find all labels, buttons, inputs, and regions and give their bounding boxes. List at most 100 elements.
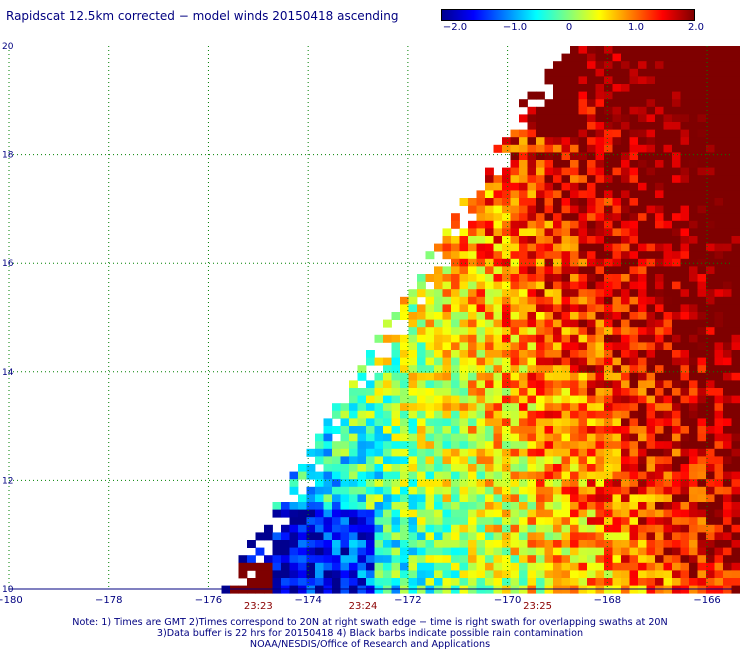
swath-cell xyxy=(468,479,477,488)
swath-cell xyxy=(680,357,690,366)
swath-cell xyxy=(638,122,647,130)
swath-cell xyxy=(383,426,392,434)
swath-cell xyxy=(476,289,486,298)
swath-cell xyxy=(587,319,596,328)
swath-cell xyxy=(723,213,732,222)
swath-cell xyxy=(485,304,494,313)
swath-cell xyxy=(672,99,681,108)
swath-cell xyxy=(425,426,435,434)
swath-cell xyxy=(527,456,537,465)
swath-cell xyxy=(689,441,698,450)
swath-cell xyxy=(587,426,596,434)
swath-cell xyxy=(612,456,622,465)
swath-cell xyxy=(595,578,605,586)
swath-cell xyxy=(612,532,622,541)
swath-cell xyxy=(451,433,460,442)
swath-cell xyxy=(527,175,537,184)
swath-cell xyxy=(638,129,647,138)
swath-cell xyxy=(714,160,724,168)
swath-cell xyxy=(510,380,520,389)
swath-cell xyxy=(646,91,656,100)
swath-cell xyxy=(587,281,596,290)
swath-cell xyxy=(527,570,537,579)
swath-cell xyxy=(544,441,554,450)
swath-cell xyxy=(289,555,299,564)
swath-cell xyxy=(731,494,740,503)
swath-cell xyxy=(663,167,673,176)
swath-cell xyxy=(264,532,273,541)
swath-cell xyxy=(612,585,622,594)
swath-cell xyxy=(519,380,528,389)
swath-cell xyxy=(638,509,647,518)
swath-cell xyxy=(697,319,707,328)
swath-cell xyxy=(570,251,579,260)
swath-cell xyxy=(527,160,537,168)
swath-cell xyxy=(680,68,690,77)
swath-cell xyxy=(629,517,639,526)
swath-cell xyxy=(502,144,511,153)
swath-cell xyxy=(697,426,707,434)
swath-cell xyxy=(723,228,732,237)
swath-cell xyxy=(519,441,528,450)
swath-cell xyxy=(468,312,477,320)
swath-cell xyxy=(731,84,740,92)
swath-cell xyxy=(510,319,520,328)
swath-cell xyxy=(706,114,715,123)
swath-cell xyxy=(663,190,673,199)
swath-cell xyxy=(408,395,418,404)
swath-cell xyxy=(655,464,664,472)
swath-cell xyxy=(612,509,622,518)
swath-cell xyxy=(391,547,401,556)
swath-cell xyxy=(731,372,740,381)
swath-cell xyxy=(315,486,324,495)
swath-cell xyxy=(476,243,486,252)
swath-cell xyxy=(629,464,639,472)
swath-cell xyxy=(561,319,571,328)
swath-cell xyxy=(621,403,630,412)
swath-cell xyxy=(723,129,732,138)
swath-cell xyxy=(357,585,367,594)
swath-cell xyxy=(417,509,426,518)
swath-cell xyxy=(425,471,435,480)
swath-cell xyxy=(544,228,554,237)
swath-cell xyxy=(442,585,452,594)
swath-cell xyxy=(485,190,494,199)
swath-cell xyxy=(689,182,698,191)
swath-cell xyxy=(502,471,511,480)
swath-cell xyxy=(604,289,613,298)
swath-cell xyxy=(519,274,528,282)
swath-cell xyxy=(510,190,520,199)
swath-cell xyxy=(629,441,639,450)
swath-cell xyxy=(553,524,562,533)
swath-cell xyxy=(510,570,520,579)
swath-cell xyxy=(723,289,732,298)
swath-cell xyxy=(570,106,579,115)
swath-cell xyxy=(315,578,324,586)
swath-cell xyxy=(646,334,656,343)
swath-cell xyxy=(655,418,664,427)
swath-cell xyxy=(638,266,647,275)
swath-cell xyxy=(417,532,426,541)
swath-cell xyxy=(442,464,452,472)
swath-cell xyxy=(408,532,418,541)
swath-cell xyxy=(434,479,443,488)
swath-cell xyxy=(323,517,333,526)
swath-cell xyxy=(519,448,528,457)
swath-cell xyxy=(697,517,707,526)
swath-cell xyxy=(723,84,732,92)
swath-cell xyxy=(289,532,299,541)
swath-cell xyxy=(689,46,698,54)
swath-cell xyxy=(689,327,698,336)
swath-cell xyxy=(459,258,469,267)
swath-cell xyxy=(485,327,494,336)
swath-cell xyxy=(621,327,630,336)
latitude-tick-label: 14 xyxy=(2,368,14,378)
swath-cell xyxy=(476,456,486,465)
swath-cell xyxy=(485,213,494,222)
swath-cell xyxy=(264,555,273,564)
swath-cell xyxy=(706,160,715,168)
swath-cell xyxy=(451,426,460,434)
swath-cell xyxy=(663,53,673,62)
swath-cell xyxy=(561,160,571,168)
swath-cell xyxy=(485,281,494,290)
